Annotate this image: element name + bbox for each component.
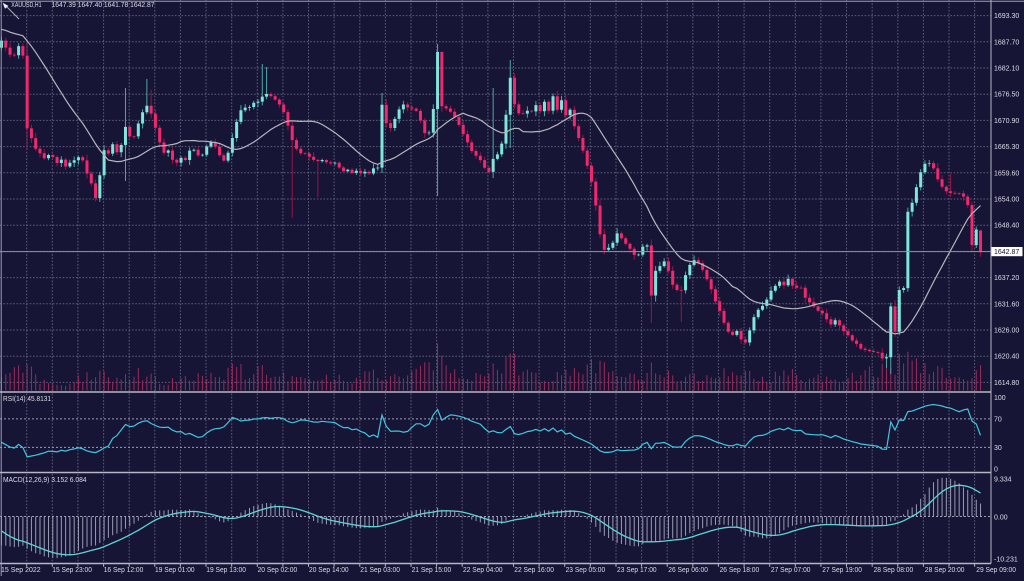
- svg-text:22 Sep 04:00: 22 Sep 04:00: [463, 567, 503, 574]
- svg-text:23 Sep 05:00: 23 Sep 05:00: [566, 567, 606, 574]
- svg-text:9.334: 9.334: [994, 477, 1012, 484]
- svg-text:30: 30: [994, 445, 1002, 452]
- svg-text:21 Sep 03:00: 21 Sep 03:00: [360, 567, 400, 574]
- svg-text:15 Sep 2022: 15 Sep 2022: [1, 567, 41, 574]
- svg-text:1665.30: 1665.30: [994, 144, 1019, 151]
- svg-text:19 Sep 01:00: 19 Sep 01:00: [155, 567, 195, 574]
- svg-text:1626.00: 1626.00: [994, 328, 1019, 335]
- svg-text:20 Sep 14:00: 20 Sep 14:00: [309, 567, 349, 574]
- svg-text:1620.40: 1620.40: [994, 354, 1019, 361]
- svg-text:29 Sep 09:00: 29 Sep 09:00: [976, 567, 1016, 574]
- svg-text:1654.00: 1654.00: [994, 197, 1019, 204]
- svg-text:0.00: 0.00: [994, 514, 1008, 521]
- svg-text:21 Sep 15:00: 21 Sep 15:00: [412, 567, 452, 574]
- svg-text:15 Sep 23:00: 15 Sep 23:00: [52, 567, 92, 574]
- svg-text:26 Sep 06:00: 26 Sep 06:00: [668, 567, 708, 574]
- svg-text:1642.87: 1642.87: [994, 249, 1019, 256]
- svg-text:26 Sep 18:00: 26 Sep 18:00: [720, 567, 760, 574]
- svg-text:RSI(14) 45.8131: RSI(14) 45.8131: [3, 396, 51, 403]
- svg-text:1637.20: 1637.20: [994, 275, 1019, 282]
- svg-text:MACD(12,26,9) 3.152 6.084: MACD(12,26,9) 3.152 6.084: [3, 477, 87, 484]
- svg-text:1648.40: 1648.40: [994, 223, 1019, 230]
- svg-text:1631.60: 1631.60: [994, 301, 1019, 308]
- svg-text:23 Sep 17:00: 23 Sep 17:00: [617, 567, 657, 574]
- svg-text:19 Sep 13:00: 19 Sep 13:00: [206, 567, 246, 574]
- svg-text:1614.80: 1614.80: [994, 380, 1019, 387]
- svg-text:70: 70: [994, 416, 1002, 423]
- svg-text:100: 100: [994, 395, 1006, 402]
- svg-text:20 Sep 02:00: 20 Sep 02:00: [258, 567, 298, 574]
- svg-text:16 Sep 12:00: 16 Sep 12:00: [104, 567, 144, 574]
- svg-text:1682.10: 1682.10: [994, 66, 1019, 73]
- svg-text:1647.39 1647.40 1641.78 1642.8: 1647.39 1647.40 1641.78 1642.87: [52, 0, 155, 9]
- svg-text:27 Sep 07:00: 27 Sep 07:00: [771, 567, 811, 574]
- svg-text:1670.90: 1670.90: [994, 118, 1019, 125]
- svg-text:1687.70: 1687.70: [994, 39, 1019, 46]
- svg-text:XAUUSD,H1: XAUUSD,H1: [11, 0, 41, 9]
- svg-text:1693.30: 1693.30: [994, 13, 1019, 20]
- svg-text:0: 0: [994, 466, 998, 473]
- svg-text:-10.231: -10.231: [994, 557, 1018, 564]
- svg-text:1659.60: 1659.60: [994, 170, 1019, 177]
- svg-text:1676.50: 1676.50: [994, 92, 1019, 99]
- svg-text:28 Sep 20:00: 28 Sep 20:00: [925, 567, 965, 574]
- svg-text:27 Sep 19:00: 27 Sep 19:00: [822, 567, 862, 574]
- svg-text:22 Sep 16:00: 22 Sep 16:00: [514, 567, 554, 574]
- svg-text:28 Sep 08:00: 28 Sep 08:00: [874, 567, 914, 574]
